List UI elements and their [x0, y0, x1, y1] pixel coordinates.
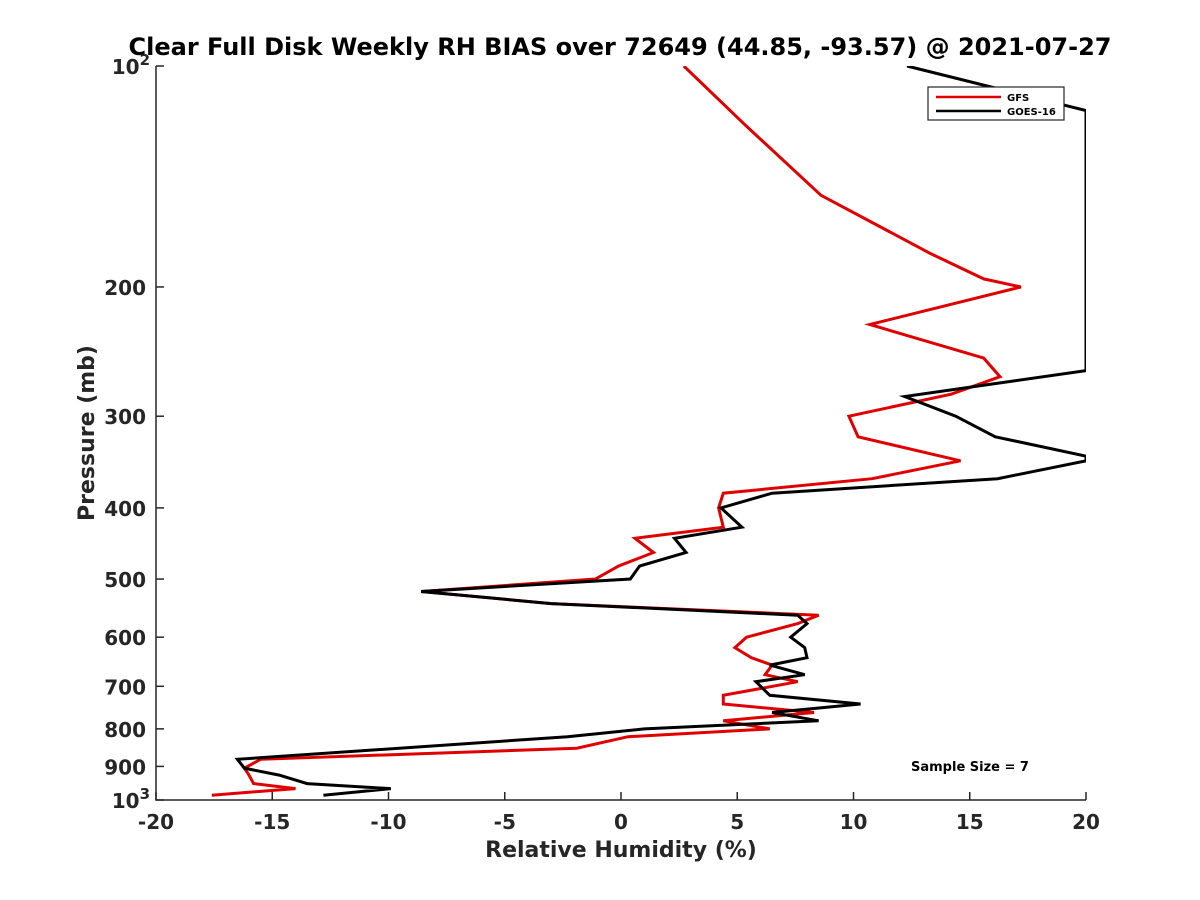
y-tick-label: 700 — [104, 675, 146, 699]
x-tick-label: -20 — [138, 810, 174, 834]
x-axis-label: Relative Humidity (%) — [485, 838, 757, 863]
x-axis: -20 -15 -10 -5 0 5 10 15 20 — [138, 792, 1100, 834]
legend-label: GFS — [1007, 93, 1029, 104]
y-tick-label: 500 — [104, 568, 146, 592]
x-tick-label: 20 — [1072, 810, 1100, 834]
y-tick-label: 200 — [104, 276, 146, 300]
legend-box — [927, 86, 1065, 121]
y-tick-label: 300 — [104, 405, 146, 429]
plot-area: -20 -15 -10 -5 0 5 10 15 20 102 200 300 400 500 600 70… — [104, 51, 1100, 834]
legend: GFS GOES-16 — [927, 86, 1065, 121]
legend-label: GOES-16 — [1007, 107, 1056, 118]
series-layer — [211, 66, 1086, 797]
chart-title: Clear Full Disk Weekly RH BIAS over 7264… — [129, 33, 1112, 61]
x-tick-label: 5 — [730, 810, 744, 834]
y-tick-label: 900 — [104, 755, 146, 779]
series-line-goes-16 — [234, 66, 1086, 797]
y-tick-label: 800 — [104, 718, 146, 742]
x-tick-label: 0 — [614, 810, 628, 834]
y-tick-label: 600 — [104, 626, 146, 650]
x-tick-label: -10 — [370, 810, 406, 834]
y-tick-label: 103 — [112, 785, 150, 813]
x-tick-label: 10 — [840, 810, 868, 834]
x-tick-label: -15 — [254, 810, 290, 834]
y-tick-label: 102 — [112, 51, 150, 79]
axes-frame — [155, 66, 1086, 801]
y-axis-label: Pressure (mb) — [75, 345, 100, 521]
y-axis: 102 200 300 400 500 600 700 800 900 103 — [104, 51, 164, 813]
sample-size-annotation: Sample Size = 7 — [911, 760, 1029, 775]
series-line-gfs — [211, 66, 1022, 797]
x-tick-label: -5 — [494, 810, 516, 834]
x-tick-label: 15 — [956, 810, 984, 834]
y-tick-label: 400 — [104, 497, 146, 521]
